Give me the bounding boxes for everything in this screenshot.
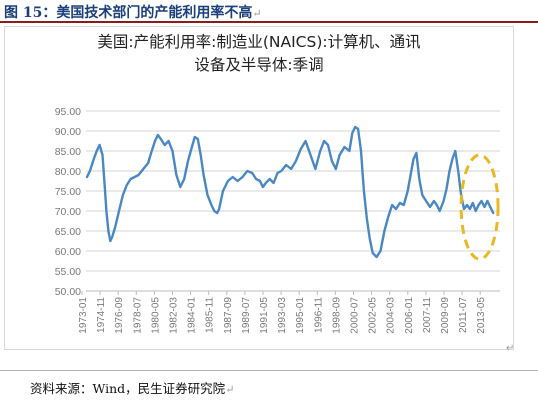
x-tick-label: 1989-07 xyxy=(241,297,252,334)
x-tick-label: 2007-11 xyxy=(422,297,433,333)
highlight-ellipse xyxy=(459,153,500,261)
x-tick-label: 2011-07 xyxy=(458,297,469,333)
x-tick-label: 1974-11 xyxy=(96,297,107,333)
x-tick-label: 1980-05 xyxy=(150,297,161,334)
source-rule xyxy=(0,370,538,371)
y-tick-label: 90.00 xyxy=(55,126,81,138)
source-note-text: 资料来源：Wind，民生证券研究院 xyxy=(30,381,226,396)
source-note: 资料来源：Wind，民生证券研究院↵ xyxy=(30,378,234,397)
y-tick-label: 95.00 xyxy=(55,106,81,118)
x-tick-label: 1982-03 xyxy=(169,297,180,334)
y-tick-label: 80.00 xyxy=(55,166,81,178)
chart-title: 美国:产能利用率:制造业(NAICS):计算机、通讯 设备及半导体:季调 xyxy=(4,31,514,77)
x-axis-ticks: 1973-01 1974-11 1976-09 1978-07 1980-05 1982-… xyxy=(78,297,487,334)
y-tick-label: 85.00 xyxy=(55,146,81,158)
x-tick-label: 1976-09 xyxy=(114,297,125,334)
x-tick-label: 1996-11 xyxy=(313,297,324,333)
paragraph-mark: ↵ xyxy=(252,7,262,20)
x-tick-label: 2009-09 xyxy=(440,297,451,334)
header-rule xyxy=(0,21,538,23)
x-tick-label: 1991-05 xyxy=(259,297,270,334)
y-tick-label: 55.00 xyxy=(55,266,81,278)
y-tick-label: 75.00 xyxy=(55,186,81,198)
x-tick-label: 2004-03 xyxy=(386,297,397,334)
x-tick-label: 1973-01 xyxy=(78,297,89,334)
figure-title: 图 15：美国技术部门的产能利用率不高↵ xyxy=(4,2,262,22)
corner-mark: ↵ xyxy=(506,343,515,354)
chart-title-line-1: 美国:产能利用率:制造业(NAICS):计算机、通讯 xyxy=(97,33,421,51)
highlight-layer xyxy=(459,153,500,261)
x-tick-label: 1978-07 xyxy=(132,297,143,334)
figure-title-text: 图 15：美国技术部门的产能利用率不高 xyxy=(4,5,253,21)
source-paragraph-mark: ↵ xyxy=(225,383,235,396)
x-tick-label: 1984-01 xyxy=(187,297,198,334)
x-tick-label: 1985-11 xyxy=(205,297,216,333)
x-tick-label: 1987-09 xyxy=(223,297,234,334)
x-tick-label: 2006-01 xyxy=(404,297,415,334)
grid-lines xyxy=(81,110,500,295)
chart-frame xyxy=(4,26,514,350)
x-tick-label: 2002-05 xyxy=(368,297,379,334)
series-layer xyxy=(85,125,495,259)
y-tick-label: 70.00 xyxy=(55,206,81,218)
x-tick-label: 1998-09 xyxy=(331,297,342,334)
x-tick-label: 2013-05 xyxy=(476,297,487,334)
x-tick-label: 1995-01 xyxy=(295,297,306,334)
y-tick-label: 60.00 xyxy=(55,246,81,258)
chart-title-line-2: 设备及半导体:季调 xyxy=(194,56,324,74)
y-tick-label: 65.00 xyxy=(55,226,81,238)
x-tick-label: 2000-07 xyxy=(350,297,361,334)
series-line xyxy=(85,125,495,259)
figure-header: 图 15：美国技术部门的产能利用率不高↵ xyxy=(0,0,538,24)
x-tick-label: 1993-03 xyxy=(277,297,288,334)
y-axis-ticks: 95.00 90.00 85.00 80.00 75.00 70.00 65.00 60.00… xyxy=(55,106,81,298)
y-tick-label: 50.00 xyxy=(55,286,81,298)
